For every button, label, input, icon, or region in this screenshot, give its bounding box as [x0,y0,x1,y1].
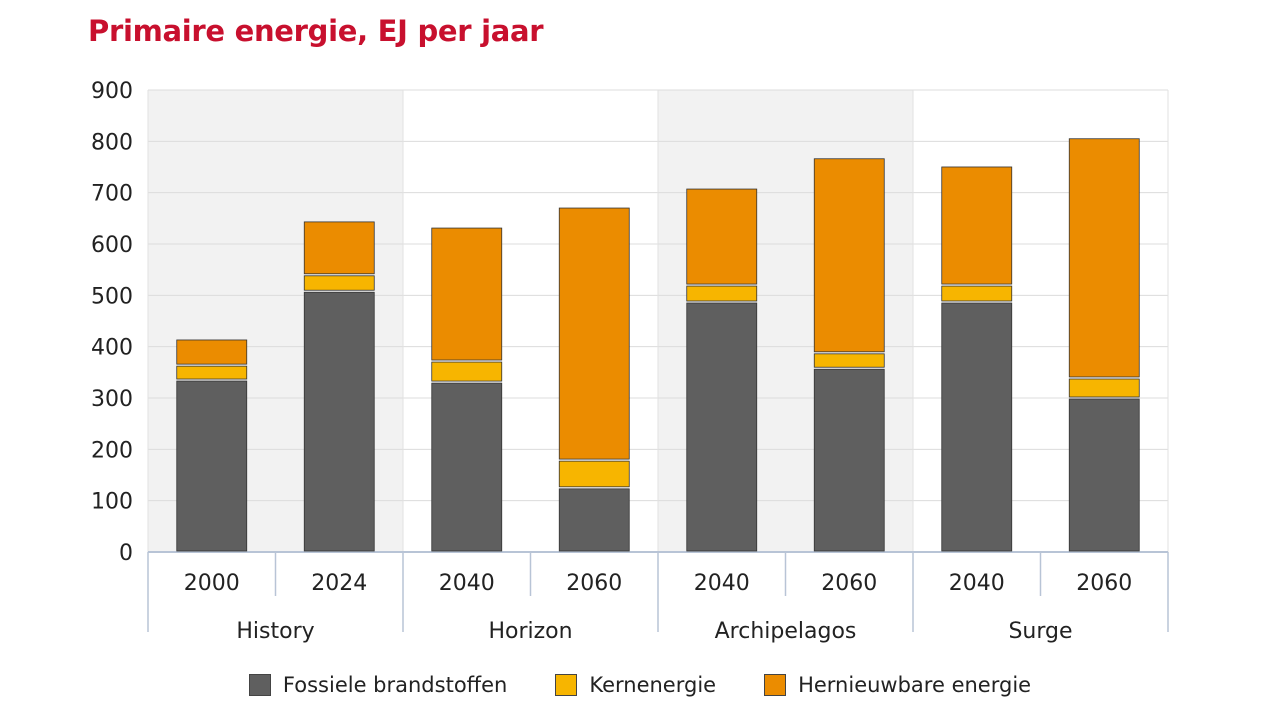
x-tick-label: 2040 [949,571,1005,596]
y-tick-label: 200 [91,438,133,463]
y-tick-label: 500 [91,284,133,309]
y-tick-label: 0 [119,541,133,566]
x-tick-label: 2024 [311,571,367,596]
y-tick-label: 100 [91,490,133,515]
legend-label: Hernieuwbare energie [798,673,1032,697]
bar-segment [303,221,375,275]
y-tick-label: 900 [91,79,133,104]
legend: Fossiele brandstoffen Kernenergie Hernie… [0,673,1280,697]
legend-swatch [248,674,271,696]
bar-segment [176,380,248,552]
bar-segment [686,302,758,552]
group-label: Archipelagos [715,619,857,644]
bar-segment [176,365,248,380]
y-tick-label: 700 [91,182,133,207]
x-tick-label: 2060 [566,571,622,596]
bar-segment [813,158,885,353]
bar-segment [941,285,1013,302]
bar-segment [303,291,375,552]
x-tick-label: 2040 [439,571,495,596]
legend-label: Fossiele brandstoffen [282,673,508,697]
x-tick-label: 2040 [694,571,750,596]
bar-segment [1068,138,1140,378]
bar-segment [813,368,885,552]
bar-segment [941,302,1013,552]
bar-segment [1068,378,1140,398]
group-label: History [236,619,314,644]
y-tick-label: 400 [91,336,133,361]
bar-segment [303,275,375,291]
bar-segment [686,285,758,302]
bar-segment [431,382,503,552]
group-label: Horizon [488,619,572,644]
bar-segment [941,166,1013,285]
legend-swatch [764,674,787,696]
y-tick-label: 600 [91,233,133,258]
bar-segment [558,488,630,552]
group-label: Surge [1008,619,1072,644]
x-tick-label: 2000 [184,571,240,596]
x-tick-label: 2060 [821,571,877,596]
legend-label: Kernenergie [589,673,717,697]
legend-item-nuclear: Kernenergie [555,673,716,697]
bar-segment [686,188,758,285]
bar-segment [813,353,885,368]
x-tick-label: 2060 [1076,571,1132,596]
bar-segment [431,227,503,361]
bar-segment [431,361,503,382]
legend-swatch [555,674,578,696]
bar-segment [558,460,630,488]
legend-item-fossil: Fossiele brandstoffen [248,673,508,697]
chart-title: Primaire energie, EJ per jaar [88,14,544,48]
bar-segment [176,339,248,365]
bar-segment [558,207,630,460]
y-tick-label: 300 [91,387,133,412]
bar-segment [1068,398,1140,552]
legend-item-renewable: Hernieuwbare energie [764,673,1031,697]
y-tick-label: 800 [91,130,133,155]
